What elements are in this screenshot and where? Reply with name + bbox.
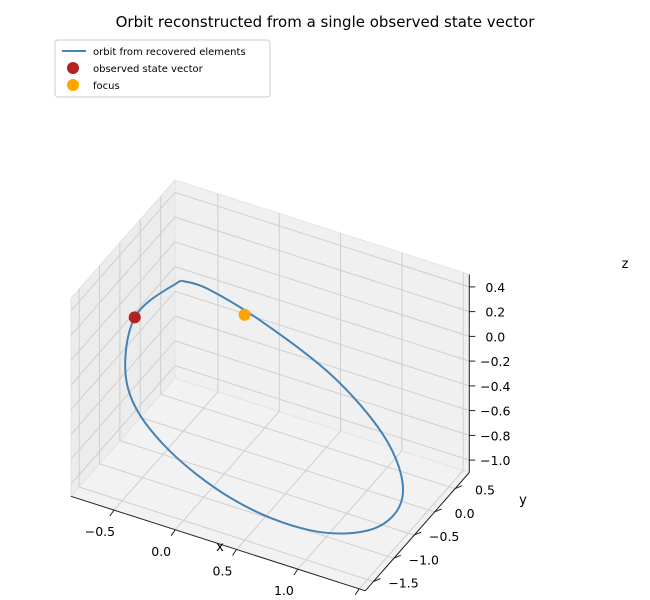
x-tick-label: 1.0	[274, 583, 294, 598]
grid-line-z-back	[174, 340, 470, 436]
z-axis-label: z	[622, 257, 629, 272]
axis-lines	[70, 274, 470, 592]
y-tick-mark	[373, 578, 381, 582]
grid-line-z-back	[174, 241, 470, 337]
chart-title: Orbit reconstructed from a single observ…	[116, 13, 536, 31]
z-tick-label: 0.2	[485, 305, 505, 320]
y-tick-label: −1.0	[409, 552, 439, 567]
grid-line-z-back	[174, 365, 470, 461]
x-tick-label: −0.5	[85, 524, 115, 539]
grid-line-y-floor	[160, 393, 456, 490]
x-tick-mark	[109, 509, 115, 517]
grid-line-z-left	[70, 315, 176, 435]
series-layer	[124, 279, 404, 535]
z-tick-label: −0.2	[480, 354, 510, 369]
grid-line-z-left	[70, 365, 176, 485]
z-tick-label: −0.4	[480, 379, 510, 394]
grid-line-z-back	[174, 315, 470, 412]
legend-entry: observed state vector	[93, 64, 204, 75]
z-tick-label: −0.6	[480, 404, 510, 419]
scatter-point	[238, 308, 251, 321]
y-axis-label: y	[519, 493, 527, 508]
y-tick-mark	[414, 531, 422, 536]
y-tick-label: −1.5	[388, 576, 418, 591]
x-tick-label: 0.0	[151, 544, 171, 559]
grid-line-z-back	[174, 191, 470, 288]
x-tick-mark	[170, 529, 176, 537]
axis-panes	[70, 178, 471, 592]
legend: orbit from recovered elements observed st…	[54, 39, 271, 98]
z-tick-label: 0.4	[485, 280, 505, 295]
orbit-line	[124, 279, 404, 535]
x-axis-line	[70, 495, 366, 592]
grid-line-x-floor	[236, 430, 341, 550]
x-tick-mark	[232, 549, 237, 556]
scatter-point	[128, 311, 141, 324]
grid-line-z-back	[174, 266, 470, 362]
grid-line-z-left	[70, 216, 176, 336]
grid-line-z-back	[174, 290, 470, 387]
grid-line-x-floor	[358, 470, 464, 590]
tick-labels: −0.50.00.51.01.5−1.5−1.0−0.50.00.50.40.2…	[85, 280, 511, 598]
x-tick-label: 0.5	[213, 564, 233, 579]
grid-line-z-left	[70, 192, 176, 312]
y-tick-label: −0.5	[429, 529, 459, 544]
grid-line-x-floor	[297, 450, 403, 570]
grid-lines	[70, 191, 470, 590]
grid-line-z-left	[70, 266, 176, 386]
grid-line-y-floor	[119, 440, 415, 536]
legend-point-marker	[67, 79, 79, 91]
y-axis-line	[364, 472, 470, 592]
x-axis-label: x	[216, 540, 224, 555]
y-tick-label: 0.0	[455, 506, 475, 521]
grid-line-z-left	[70, 241, 176, 361]
y-tick-mark	[393, 554, 401, 559]
z-tick-label: −0.8	[480, 428, 510, 443]
grid-line-x-floor	[174, 411, 280, 531]
grid-line-y-floor	[99, 463, 394, 559]
z-tick-label: 0.0	[485, 329, 505, 344]
legend-point-marker	[67, 62, 79, 74]
grid-line-z-left	[70, 340, 176, 460]
grid-line-y-floor	[140, 416, 435, 513]
grid-line-z-left	[70, 291, 176, 411]
x-tick-mark	[354, 588, 360, 596]
y-tick-mark	[454, 485, 463, 490]
legend-entry: orbit from recovered elements	[93, 47, 246, 58]
y-tick-mark	[434, 508, 442, 513]
grid-line-x-floor	[113, 391, 219, 511]
legend-entry: focus	[93, 81, 120, 92]
z-tick-label: −1.0	[480, 453, 510, 468]
y-tick-label: 0.5	[475, 483, 495, 498]
x-tick-mark	[293, 568, 299, 576]
grid-line-z-back	[174, 216, 470, 313]
legend-box	[54, 39, 271, 98]
grid-line-y-floor	[79, 486, 374, 582]
